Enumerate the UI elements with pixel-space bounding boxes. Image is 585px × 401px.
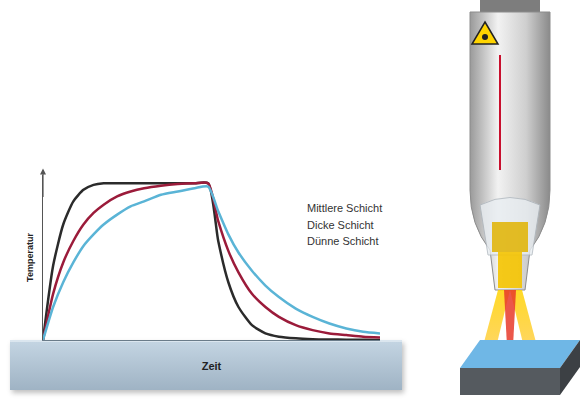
svg-text:Mittlere Schicht: Mittlere Schicht [307, 202, 382, 214]
svg-text:Dünne Schicht: Dünne Schicht [307, 235, 379, 247]
svg-text:Temperatur: Temperatur [25, 233, 35, 282]
svg-text:Zeit: Zeit [202, 360, 222, 372]
svg-text:Dicke Schicht: Dicke Schicht [307, 219, 374, 231]
